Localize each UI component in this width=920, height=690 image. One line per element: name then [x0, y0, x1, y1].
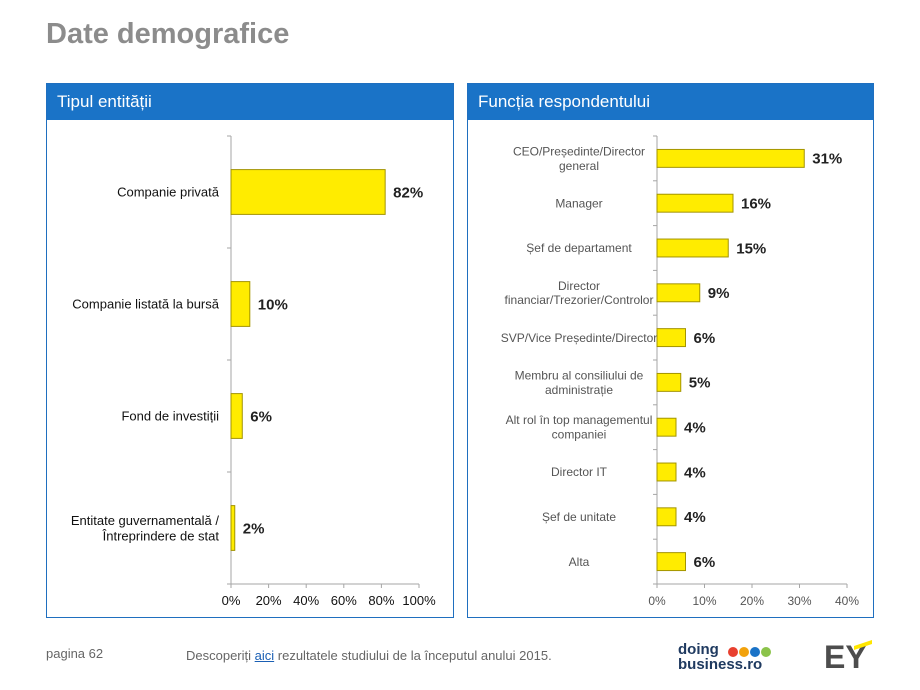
category-label: CEO/Președinte/Director general: [513, 144, 645, 172]
page-title: Date demografice: [46, 18, 290, 50]
respondent-function-panel: Funcția respondentului 0% 10% 20% 30% 40% 31%…: [467, 83, 874, 618]
footer-link[interactable]: aici: [254, 648, 275, 663]
x-tick-label: 40%: [293, 593, 319, 608]
data-label: 16%: [741, 195, 771, 212]
category-label: Membru al consiliului de administrație: [515, 368, 644, 396]
logo-dot: [750, 647, 760, 657]
category-label: Director financiar/Trezorier/Controlor: [505, 279, 654, 307]
respondent-function-header: Funcția respondentului: [468, 84, 873, 120]
category-label: Companie listată la bursă: [72, 297, 219, 312]
category-label: Companie privată: [117, 185, 220, 200]
data-label: 4%: [684, 509, 706, 526]
x-tick-label: 30%: [787, 594, 811, 608]
data-label: 31%: [812, 151, 842, 168]
data-label: 6%: [694, 330, 716, 347]
data-label: 4%: [684, 419, 706, 436]
entity-type-panel: Tipul entității 0% 20% 40% 60% 80% 100% 82% Com…: [46, 83, 454, 618]
category-label: Șef de unitate: [542, 510, 616, 524]
x-tick-label: 0%: [222, 593, 241, 608]
logo-dots-icon: [728, 644, 772, 662]
data-label: 82%: [393, 184, 423, 201]
x-tick-label: 40%: [835, 594, 859, 608]
data-label: 10%: [258, 296, 288, 313]
data-label: 5%: [689, 375, 711, 392]
logo-line1: doing: [678, 641, 719, 658]
ey-beam-icon: [854, 640, 872, 650]
bar: [656, 148, 805, 168]
bar: [656, 417, 677, 437]
category-label: Fond de investiții: [121, 409, 219, 424]
footer-prefix: Descoperiți: [186, 648, 255, 663]
logo-dot: [728, 647, 738, 657]
data-label: 4%: [684, 464, 706, 481]
entity-type-header: Tipul entității: [47, 84, 453, 120]
bar: [656, 238, 729, 258]
logo-dot: [761, 647, 771, 657]
category-label: Șef de departament: [526, 241, 632, 255]
page-number: pagina 62: [46, 646, 104, 661]
bar: [656, 462, 677, 482]
x-tick-label: 10%: [692, 594, 716, 608]
category-label: Alta: [569, 555, 590, 569]
x-tick-label: 80%: [368, 593, 394, 608]
ey-logo-icon: EY: [824, 639, 872, 675]
category-label: Director IT: [551, 465, 608, 479]
bar: [656, 552, 686, 572]
category-label: SVP/Vice Președinte/Director: [501, 331, 658, 345]
x-tick-label: 20%: [256, 593, 282, 608]
bar: [656, 283, 701, 303]
bar: [230, 393, 243, 439]
bar: [230, 281, 251, 327]
logo-dot: [739, 647, 749, 657]
data-label: 9%: [708, 285, 730, 302]
bar: [230, 505, 236, 551]
bar: [656, 507, 677, 527]
category-label: Manager: [555, 196, 602, 210]
bar: [230, 169, 386, 215]
doingbusiness-logo[interactable]: doing business.ro: [678, 642, 778, 674]
logo-line2: business.ro: [678, 656, 763, 673]
bar: [656, 328, 686, 348]
x-tick-label: 0%: [648, 594, 666, 608]
category-label: Alt rol în top managementul companiei: [506, 413, 653, 441]
bar: [656, 372, 682, 392]
bar: [656, 193, 734, 213]
footer-note: Descoperiți aici rezultatele studiului d…: [186, 648, 552, 663]
data-label: 2%: [243, 520, 265, 537]
respondent-function-chart: 0% 10% 20% 30% 40% 31% CEO/Președinte/Director…: [501, 135, 859, 608]
x-tick-label: 20%: [740, 594, 764, 608]
footer-suffix: rezultatele studiului de la începutul an…: [274, 648, 552, 663]
entity-type-chart: 0% 20% 40% 60% 80% 100% 82% Companie privată 10%…: [71, 135, 436, 608]
category-label: Entitate guvernamentală / Întreprindere d…: [71, 513, 220, 544]
ey-logo[interactable]: EY: [824, 639, 872, 677]
x-tick-label: 60%: [331, 593, 357, 608]
data-label: 6%: [250, 408, 272, 425]
data-label: 15%: [736, 240, 766, 257]
data-label: 6%: [694, 554, 716, 571]
x-tick-label: 100%: [402, 593, 436, 608]
